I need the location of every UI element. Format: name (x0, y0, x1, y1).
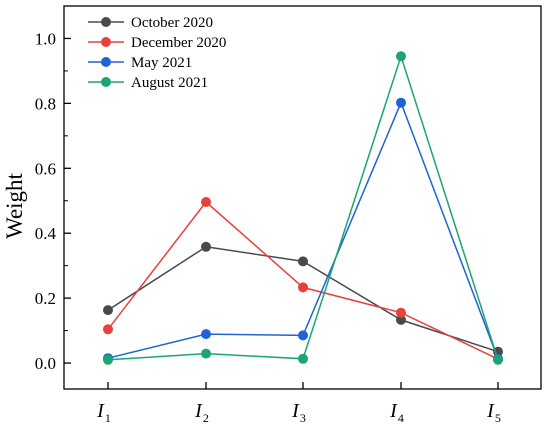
x-tick-label: I2 (194, 400, 209, 425)
x-tick-label: I1 (96, 400, 111, 425)
data-point (201, 241, 211, 252)
y-tick-label: 0.6 (35, 159, 56, 178)
x-tick-label: I3 (291, 400, 306, 425)
data-point (298, 353, 308, 364)
legend-item: May 2021 (88, 55, 192, 71)
data-point (396, 97, 406, 108)
series-3 (103, 51, 503, 365)
data-point (396, 314, 406, 325)
legend-marker (101, 77, 111, 87)
data-point (298, 330, 308, 341)
y-tick-label: 0.4 (35, 224, 57, 243)
data-point (298, 256, 308, 267)
y-tick-label: 0.2 (35, 289, 56, 308)
y-tick-label: 0.8 (35, 94, 56, 113)
y-axis-title: Weight (2, 172, 27, 238)
legend-label: May 2021 (131, 55, 192, 71)
legend-item: October 2020 (88, 15, 213, 31)
legend-item: December 2020 (88, 35, 226, 51)
x-tick-label: I4 (389, 400, 404, 425)
data-point (103, 354, 113, 365)
series-0 (103, 241, 503, 357)
legend-label: October 2020 (131, 15, 213, 31)
y-axis: 0.0 0.2 0.4 0.6 0.8 1.0 (35, 29, 71, 373)
data-point (493, 354, 503, 365)
data-point (396, 307, 406, 318)
series-line (107, 53, 499, 361)
legend-item: August 2021 (88, 75, 208, 91)
data-point (103, 305, 113, 316)
data-point (201, 197, 211, 207)
legend-label: December 2020 (131, 35, 226, 51)
data-point (396, 51, 406, 62)
legend-marker (101, 57, 111, 67)
legend-marker (101, 17, 111, 27)
x-tick-label: I5 (486, 400, 501, 425)
y-tick-label: 1.0 (35, 29, 56, 48)
data-point (201, 329, 211, 340)
data-point (298, 282, 308, 293)
series-layer (103, 51, 503, 365)
data-point (103, 324, 113, 335)
legend: October 2020 December 2020 May 2021 August … (88, 15, 226, 91)
legend-marker (101, 37, 111, 47)
series-line (107, 100, 499, 360)
data-point (201, 348, 211, 359)
series-2 (103, 97, 503, 364)
y-tick-label: 0.0 (35, 354, 56, 373)
legend-label: August 2021 (131, 75, 208, 91)
